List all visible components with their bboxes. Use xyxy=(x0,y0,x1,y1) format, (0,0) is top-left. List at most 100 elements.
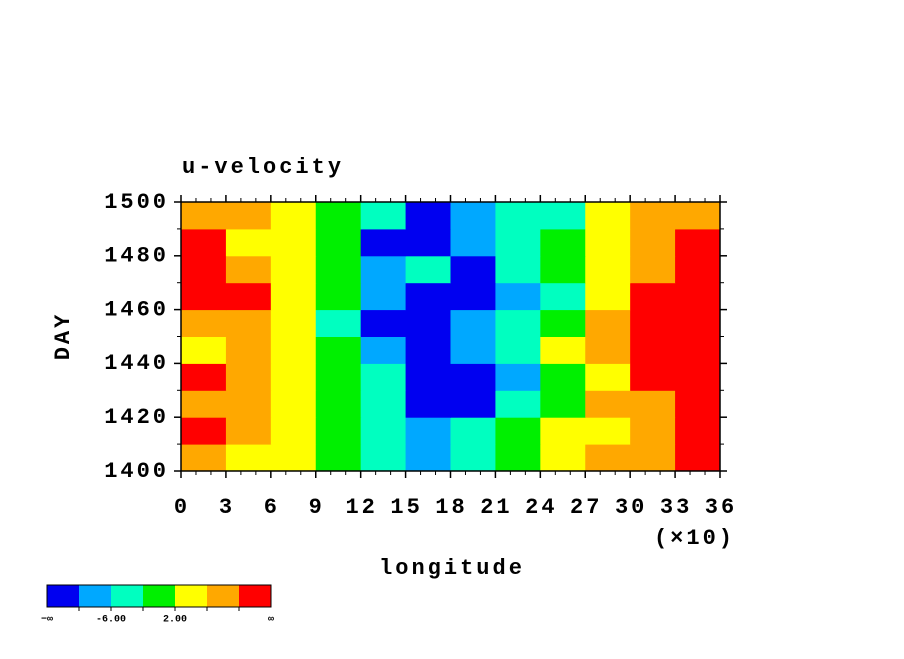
heat-cell xyxy=(450,390,496,418)
heat-cell xyxy=(360,336,407,364)
heat-cell xyxy=(495,309,541,337)
heat-cell xyxy=(405,417,451,445)
heat-cell xyxy=(360,255,407,284)
heat-cell xyxy=(675,417,721,445)
heat-cell xyxy=(181,228,227,257)
heat-cell xyxy=(181,390,227,418)
colorbar-swatch xyxy=(79,585,112,607)
heat-cell xyxy=(495,363,541,391)
x-axis-label: longitude xyxy=(379,556,525,581)
heat-cell xyxy=(270,255,317,284)
heat-cell xyxy=(405,363,451,391)
heat-cell xyxy=(585,363,631,391)
heat-cell xyxy=(181,336,227,364)
y-tick-label: 1420 xyxy=(104,405,169,430)
heat-cell xyxy=(585,444,631,472)
heat-cell xyxy=(225,417,272,445)
heat-cell xyxy=(450,336,496,364)
x-tick-label: 18 xyxy=(435,495,467,520)
heat-cell xyxy=(585,336,631,364)
colorbar-swatch xyxy=(175,585,208,607)
heat-cell xyxy=(181,417,227,445)
heat-cell xyxy=(360,309,407,337)
heat-cell xyxy=(495,336,541,364)
x-tick-label: 9 xyxy=(309,495,325,520)
heat-cell xyxy=(315,336,362,364)
heat-cell xyxy=(315,417,362,445)
heat-cell xyxy=(360,202,407,230)
heat-cell xyxy=(675,336,721,364)
heat-cell xyxy=(405,282,451,311)
heat-cell xyxy=(540,363,586,391)
y-tick-label: 1440 xyxy=(104,351,169,376)
heat-cell xyxy=(270,390,317,418)
x-tick-label: 12 xyxy=(345,495,377,520)
heat-cell xyxy=(540,336,586,364)
y-tick-label: 1460 xyxy=(104,297,169,322)
y-tick-label: 1480 xyxy=(104,244,169,269)
heat-cell xyxy=(270,336,317,364)
heat-cell xyxy=(585,202,631,230)
heat-cell xyxy=(630,336,676,364)
y-tick-label: 1400 xyxy=(104,459,169,484)
heat-cell xyxy=(495,390,541,418)
heat-cell xyxy=(495,444,541,472)
heat-cell xyxy=(540,390,586,418)
heat-cell xyxy=(630,282,676,311)
heat-cell xyxy=(495,255,541,284)
heat-cell xyxy=(270,309,317,337)
colorbar-swatch xyxy=(207,585,240,607)
x-tick-label: 3 xyxy=(219,495,235,520)
heat-cell xyxy=(225,309,272,337)
heat-cell xyxy=(181,282,227,311)
heat-cell xyxy=(630,444,676,472)
heat-cell xyxy=(585,390,631,418)
heat-cell xyxy=(630,202,676,230)
heat-cell xyxy=(675,309,721,337)
heat-cell xyxy=(630,228,676,257)
y-axis-label: DAY xyxy=(51,312,76,361)
heat-cell xyxy=(540,282,586,311)
heat-cell xyxy=(540,202,586,230)
x-tick-label: 36 xyxy=(705,495,737,520)
heat-cell xyxy=(540,417,586,445)
y-tick-label: 1500 xyxy=(104,190,169,215)
heat-cell xyxy=(675,390,721,418)
colorbar-tick-label: -6.00 xyxy=(96,615,126,626)
x-tick-label: 0 xyxy=(174,495,190,520)
heat-cell xyxy=(405,202,451,230)
heat-cell xyxy=(630,390,676,418)
heat-cell xyxy=(450,228,496,257)
heat-cell xyxy=(450,444,496,472)
x-tick-label: 27 xyxy=(570,495,602,520)
heat-cell xyxy=(585,282,631,311)
heat-cell xyxy=(495,228,541,257)
heat-cell xyxy=(270,363,317,391)
heat-cell xyxy=(315,444,362,472)
heat-cell xyxy=(360,444,407,472)
heat-cell xyxy=(405,309,451,337)
heat-cell xyxy=(225,363,272,391)
heat-cell xyxy=(675,363,721,391)
heat-cell xyxy=(181,363,227,391)
heat-cell xyxy=(450,309,496,337)
heat-cell xyxy=(315,228,362,257)
heat-cell xyxy=(225,255,272,284)
colorbar-label: −∞ xyxy=(41,615,53,626)
heat-cell xyxy=(225,202,272,230)
heat-cell xyxy=(675,255,721,284)
heat-cell xyxy=(225,390,272,418)
heat-cell xyxy=(540,444,586,472)
heat-cell xyxy=(675,282,721,311)
heat-cell xyxy=(675,228,721,257)
colorbar-swatch xyxy=(47,585,80,607)
heat-cell xyxy=(405,390,451,418)
heat-cell xyxy=(450,202,496,230)
heat-cell xyxy=(630,417,676,445)
heat-cell xyxy=(630,363,676,391)
x-tick-label: 15 xyxy=(390,495,422,520)
heat-cell xyxy=(315,363,362,391)
heat-cell xyxy=(540,228,586,257)
x-multiplier: (×10) xyxy=(654,526,735,551)
